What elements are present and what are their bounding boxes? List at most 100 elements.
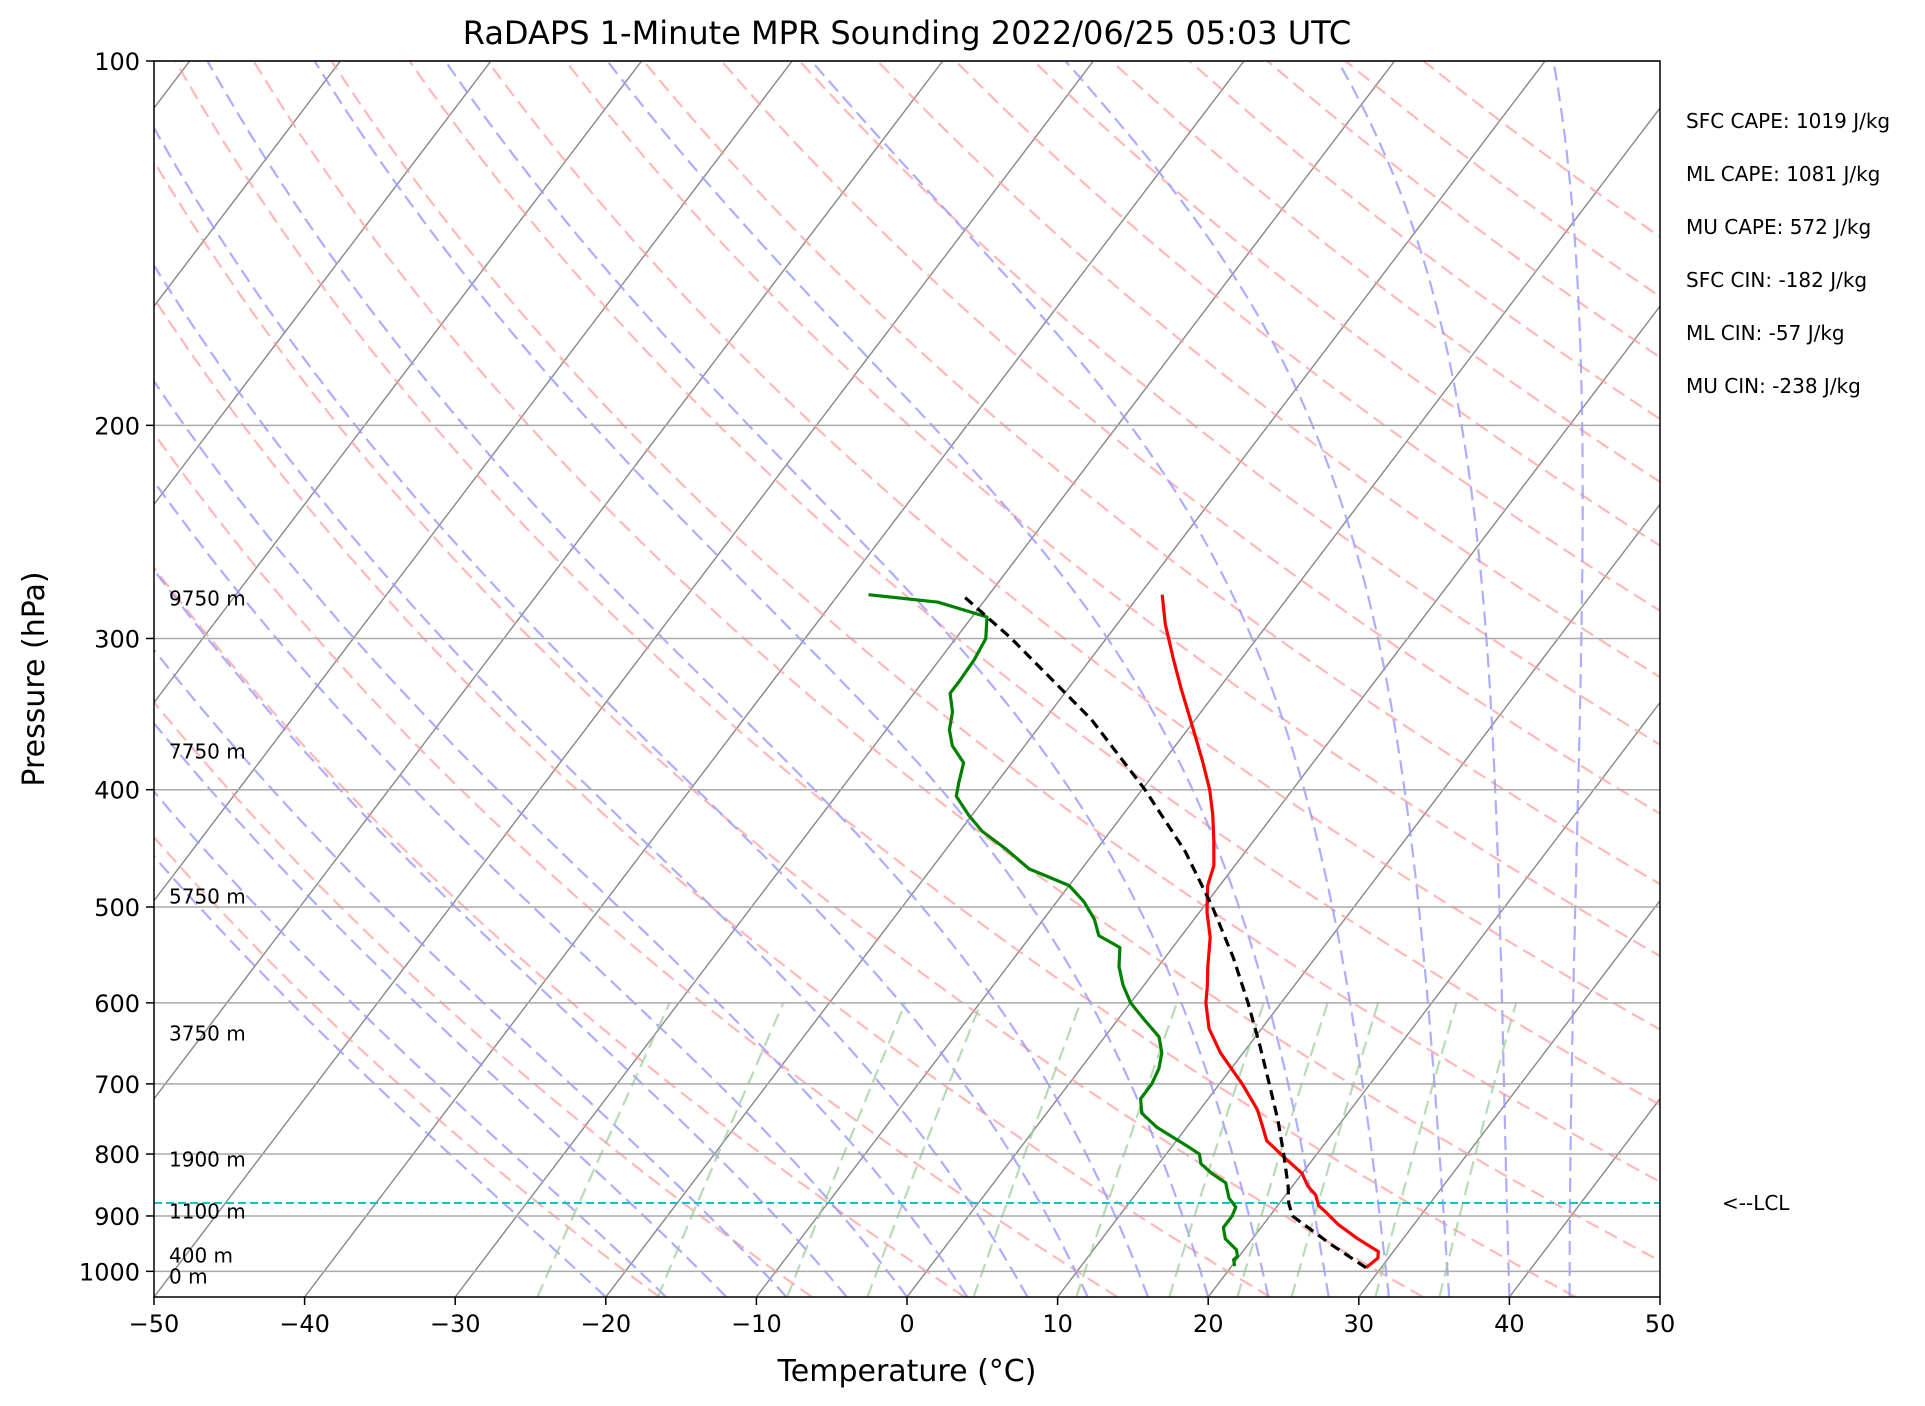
isotherm-line bbox=[154, 61, 793, 902]
isotherm-line bbox=[1207, 701, 1660, 1297]
isotherm-line bbox=[154, 61, 341, 308]
dry-adiabat-line bbox=[798, 61, 1660, 746]
sounding-profiles bbox=[868, 593, 1380, 1270]
moist-adiabat-line bbox=[1064, 61, 1451, 1297]
height-label: 0 m bbox=[169, 1265, 208, 1289]
isotherm-line bbox=[154, 61, 643, 704]
mixing-ratio-line bbox=[1236, 1002, 1329, 1297]
dry-adiabat-line bbox=[954, 61, 1660, 613]
moist-adiabat-line bbox=[154, 721, 728, 1297]
dry-adiabat-line bbox=[642, 61, 1660, 886]
x-tick-label: 30 bbox=[1344, 1310, 1375, 1338]
isotherm-line bbox=[454, 61, 1396, 1297]
dry-adiabat-line bbox=[174, 61, 1577, 1297]
stability-index-text: ML CIN: -57 J/kg bbox=[1686, 321, 1845, 345]
chart-title: RaDAPS 1-Minute MPR Sounding 2022/06/25 … bbox=[463, 14, 1351, 52]
height-label: 9750 m bbox=[169, 586, 246, 610]
y-tick-label: 300 bbox=[94, 625, 140, 653]
dry-adiabat-line bbox=[408, 61, 1660, 1107]
mixing-ratio-line bbox=[1438, 1002, 1518, 1297]
stability-indices: SFC CAPE: 1019 J/kg ML CAPE: 1081 J/kg MU … bbox=[1686, 109, 1890, 398]
lcl-label: <--LCL bbox=[1722, 1191, 1790, 1215]
temperature-profile-line bbox=[1160, 594, 1380, 1269]
dry-adiabat-line bbox=[330, 61, 1660, 1184]
isotherm-line bbox=[605, 61, 1546, 1297]
y-tick-label: 900 bbox=[94, 1203, 140, 1231]
x-axis-label: Temperature (°C) bbox=[777, 1354, 1037, 1389]
stability-index-text: MU CAPE: 572 J/kg bbox=[1686, 215, 1871, 239]
moist-adiabat-line bbox=[154, 854, 607, 1297]
height-label: 1900 m bbox=[169, 1147, 246, 1171]
mixing-ratio-line bbox=[972, 1002, 1082, 1297]
x-tick-label: −40 bbox=[279, 1310, 330, 1338]
y-axis-label: Pressure (hPa) bbox=[17, 571, 52, 786]
moist-adiabat-line bbox=[606, 61, 1330, 1297]
dry-adiabat-line bbox=[486, 61, 1660, 1031]
moist-adiabat-line bbox=[154, 568, 848, 1297]
parcel-profile-line bbox=[960, 593, 1367, 1270]
mixing-ratio-line bbox=[866, 1002, 982, 1297]
dewpoint-profile-line bbox=[868, 593, 1240, 1267]
dry-adiabat-line bbox=[154, 296, 1271, 1297]
x-tick-label: 20 bbox=[1193, 1310, 1224, 1338]
height-label: 1100 m bbox=[169, 1199, 246, 1223]
isotherm-line bbox=[1508, 1097, 1660, 1297]
y-tick-label: 200 bbox=[94, 412, 140, 440]
height-label: 400 m bbox=[169, 1243, 233, 1267]
dry-adiabat-line bbox=[720, 61, 1660, 815]
moist-adiabat-line bbox=[1336, 61, 1511, 1297]
dry-adiabat-line bbox=[154, 566, 966, 1297]
dry-adiabat-line bbox=[1188, 61, 1660, 421]
dry-adiabat-line bbox=[154, 700, 813, 1297]
x-tick-label: 40 bbox=[1494, 1310, 1525, 1338]
dry-adiabat-line bbox=[876, 61, 1660, 679]
x-tick-label: −10 bbox=[731, 1310, 782, 1338]
moist-adiabat-line bbox=[154, 379, 969, 1297]
mixing-ratio-line bbox=[1075, 1002, 1178, 1297]
background-lines bbox=[154, 61, 1660, 1297]
moist-adiabat-line bbox=[154, 263, 1029, 1297]
y-axis-ticks: 100 200 300 400 500 600 700 800 900 1000 bbox=[79, 48, 154, 1286]
dry-adiabat-line bbox=[154, 835, 660, 1297]
isotherm-line bbox=[154, 61, 492, 506]
isotherm-line bbox=[1358, 899, 1660, 1297]
x-tick-label: −30 bbox=[430, 1310, 481, 1338]
moist-adiabat-line bbox=[313, 61, 1210, 1297]
isotherm-line bbox=[154, 61, 944, 1100]
isotherm-line bbox=[1057, 503, 1660, 1297]
dry-adiabat-line bbox=[564, 61, 1660, 958]
isotherm-line bbox=[154, 61, 1094, 1297]
x-tick-label: 0 bbox=[899, 1310, 914, 1338]
stability-index-text: SFC CIN: -182 J/kg bbox=[1686, 268, 1867, 292]
moist-adiabat-line bbox=[154, 789, 667, 1297]
moist-adiabat-line bbox=[810, 61, 1390, 1297]
x-tick-label: 10 bbox=[1042, 1310, 1073, 1338]
y-tick-label: 100 bbox=[94, 48, 140, 76]
isotherm-line bbox=[906, 305, 1660, 1297]
dry-adiabat-line bbox=[1422, 61, 1660, 239]
stability-index-text: SFC CAPE: 1019 J/kg bbox=[1686, 109, 1890, 133]
x-axis-ticks: −50 −40 −30 −20 −10 0 10 20 30 40 50 bbox=[129, 1297, 1675, 1338]
y-tick-label: 700 bbox=[94, 1071, 140, 1099]
mixing-ratio-line bbox=[1290, 1002, 1380, 1297]
dry-adiabat-line bbox=[154, 159, 1424, 1297]
y-tick-label: 500 bbox=[94, 894, 140, 922]
dry-adiabat-line bbox=[154, 431, 1119, 1297]
dry-adiabat-line bbox=[1344, 61, 1660, 298]
moist-adiabat-line bbox=[444, 61, 1270, 1297]
y-tick-label: 400 bbox=[94, 777, 140, 805]
stability-index-text: MU CIN: -238 J/kg bbox=[1686, 374, 1861, 398]
mixing-ratio-line bbox=[656, 1002, 785, 1297]
isotherm-line bbox=[304, 61, 1245, 1297]
height-label: 7750 m bbox=[169, 740, 246, 764]
mixing-ratio-line bbox=[786, 1002, 907, 1297]
moist-adiabat-line bbox=[206, 61, 1150, 1297]
dry-adiabat-line bbox=[252, 61, 1660, 1263]
dry-adiabat-line bbox=[1110, 61, 1660, 484]
isotherm-line bbox=[755, 106, 1660, 1297]
height-label: 3750 m bbox=[169, 1021, 246, 1045]
mixing-ratio-line bbox=[536, 1002, 671, 1297]
dry-adiabat-line bbox=[1266, 61, 1660, 359]
y-tick-label: 800 bbox=[94, 1141, 140, 1169]
